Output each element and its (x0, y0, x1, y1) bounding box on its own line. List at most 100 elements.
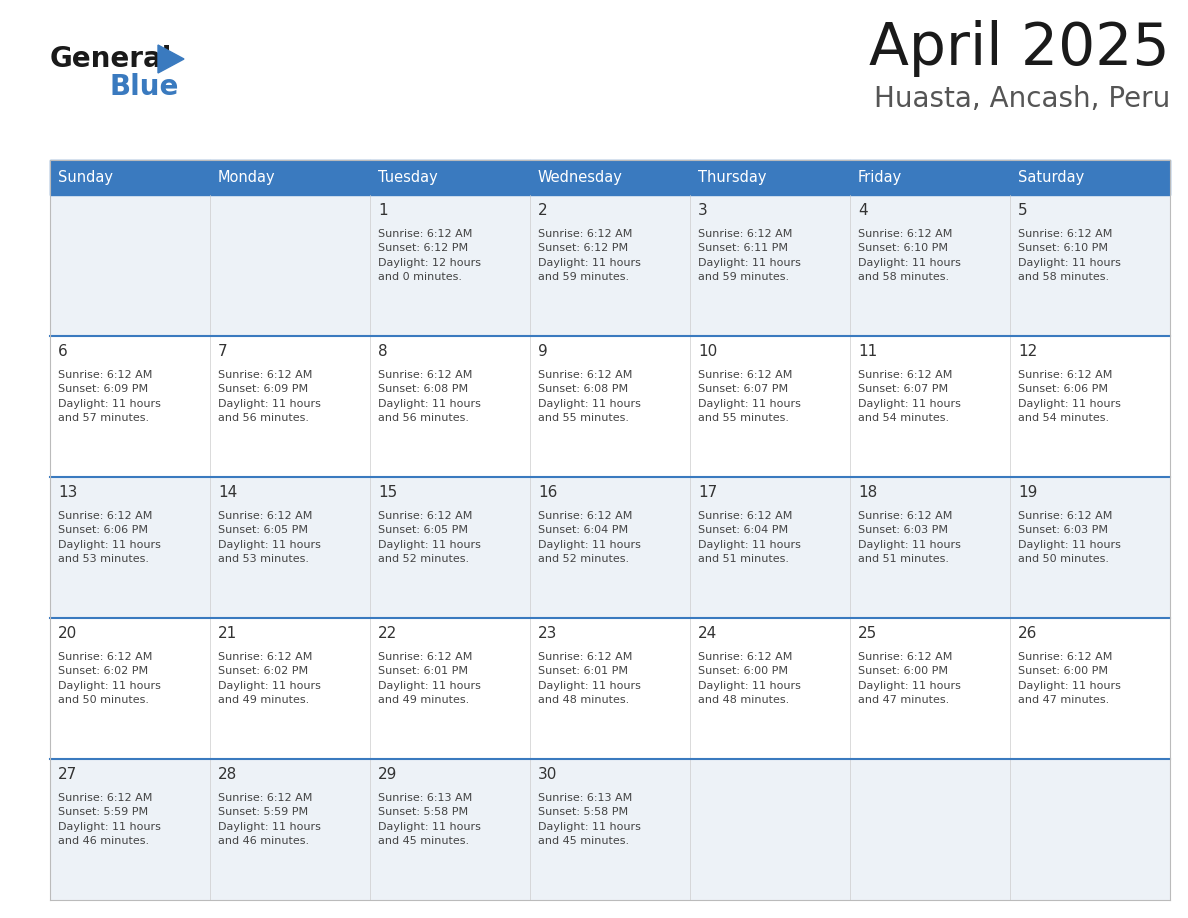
Text: 12: 12 (1018, 344, 1037, 360)
Text: 18: 18 (858, 486, 877, 500)
Text: Sunrise: 6:12 AM
Sunset: 6:01 PM
Daylight: 11 hours
and 48 minutes.: Sunrise: 6:12 AM Sunset: 6:01 PM Dayligh… (538, 652, 640, 705)
Text: 19: 19 (1018, 486, 1037, 500)
Text: Sunrise: 6:12 AM
Sunset: 6:01 PM
Daylight: 11 hours
and 49 minutes.: Sunrise: 6:12 AM Sunset: 6:01 PM Dayligh… (378, 652, 481, 705)
Text: 15: 15 (378, 486, 397, 500)
Text: 29: 29 (378, 767, 397, 782)
Bar (369, 477, 530, 618)
Text: Sunrise: 6:12 AM
Sunset: 5:59 PM
Daylight: 11 hours
and 46 minutes.: Sunrise: 6:12 AM Sunset: 5:59 PM Dayligh… (219, 793, 321, 846)
Bar (1010, 336, 1170, 477)
Bar (210, 195, 369, 336)
Text: 25: 25 (858, 626, 877, 642)
Bar (849, 618, 1010, 759)
Text: Sunrise: 6:12 AM
Sunset: 6:10 PM
Daylight: 11 hours
and 58 minutes.: Sunrise: 6:12 AM Sunset: 6:10 PM Dayligh… (1018, 229, 1120, 282)
Bar (530, 160, 690, 195)
Text: April 2025: April 2025 (870, 20, 1170, 77)
Text: Sunrise: 6:12 AM
Sunset: 6:11 PM
Daylight: 11 hours
and 59 minutes.: Sunrise: 6:12 AM Sunset: 6:11 PM Dayligh… (699, 229, 801, 282)
Text: 20: 20 (58, 626, 77, 642)
Text: 4: 4 (858, 204, 867, 218)
Text: 24: 24 (699, 626, 718, 642)
Bar (690, 477, 849, 618)
Text: Sunrise: 6:12 AM
Sunset: 6:00 PM
Daylight: 11 hours
and 48 minutes.: Sunrise: 6:12 AM Sunset: 6:00 PM Dayligh… (699, 652, 801, 705)
Text: 30: 30 (538, 767, 557, 782)
Text: Sunrise: 6:12 AM
Sunset: 6:09 PM
Daylight: 11 hours
and 57 minutes.: Sunrise: 6:12 AM Sunset: 6:09 PM Dayligh… (58, 370, 160, 423)
Bar (849, 195, 1010, 336)
Text: 16: 16 (538, 486, 557, 500)
Bar (369, 160, 530, 195)
Bar (530, 195, 690, 336)
Polygon shape (158, 45, 184, 73)
Text: Sunrise: 6:12 AM
Sunset: 6:08 PM
Daylight: 11 hours
and 56 minutes.: Sunrise: 6:12 AM Sunset: 6:08 PM Dayligh… (378, 370, 481, 423)
Text: 27: 27 (58, 767, 77, 782)
Bar (690, 759, 849, 900)
Bar (50, 336, 210, 477)
Bar (50, 160, 210, 195)
Text: 9: 9 (538, 344, 548, 360)
Text: Friday: Friday (858, 170, 902, 185)
Bar (210, 618, 369, 759)
Text: Sunrise: 6:12 AM
Sunset: 6:08 PM
Daylight: 11 hours
and 55 minutes.: Sunrise: 6:12 AM Sunset: 6:08 PM Dayligh… (538, 370, 640, 423)
Text: 10: 10 (699, 344, 718, 360)
Text: Sunrise: 6:13 AM
Sunset: 5:58 PM
Daylight: 11 hours
and 45 minutes.: Sunrise: 6:13 AM Sunset: 5:58 PM Dayligh… (538, 793, 640, 846)
Bar (690, 336, 849, 477)
Text: 1: 1 (378, 204, 387, 218)
Bar (50, 477, 210, 618)
Text: Huasta, Ancash, Peru: Huasta, Ancash, Peru (873, 85, 1170, 113)
Bar (1010, 160, 1170, 195)
Bar (369, 195, 530, 336)
Bar (369, 618, 530, 759)
Text: Sunrise: 6:12 AM
Sunset: 6:05 PM
Daylight: 11 hours
and 52 minutes.: Sunrise: 6:12 AM Sunset: 6:05 PM Dayligh… (378, 510, 481, 564)
Bar (50, 759, 210, 900)
Text: 22: 22 (378, 626, 397, 642)
Text: Blue: Blue (110, 73, 179, 101)
Bar (1010, 618, 1170, 759)
Text: 3: 3 (699, 204, 708, 218)
Bar (849, 759, 1010, 900)
Text: 8: 8 (378, 344, 387, 360)
Bar (210, 477, 369, 618)
Text: 2: 2 (538, 204, 548, 218)
Bar (690, 618, 849, 759)
Text: General: General (50, 45, 172, 73)
Bar (50, 195, 210, 336)
Text: Sunrise: 6:12 AM
Sunset: 5:59 PM
Daylight: 11 hours
and 46 minutes.: Sunrise: 6:12 AM Sunset: 5:59 PM Dayligh… (58, 793, 160, 846)
Text: Sunrise: 6:12 AM
Sunset: 6:03 PM
Daylight: 11 hours
and 50 minutes.: Sunrise: 6:12 AM Sunset: 6:03 PM Dayligh… (1018, 510, 1120, 564)
Text: 21: 21 (219, 626, 238, 642)
Text: Thursday: Thursday (699, 170, 766, 185)
Text: Sunrise: 6:12 AM
Sunset: 6:02 PM
Daylight: 11 hours
and 49 minutes.: Sunrise: 6:12 AM Sunset: 6:02 PM Dayligh… (219, 652, 321, 705)
Text: Wednesday: Wednesday (538, 170, 623, 185)
Text: 7: 7 (219, 344, 228, 360)
Text: Sunrise: 6:12 AM
Sunset: 6:04 PM
Daylight: 11 hours
and 52 minutes.: Sunrise: 6:12 AM Sunset: 6:04 PM Dayligh… (538, 510, 640, 564)
Text: 5: 5 (1018, 204, 1028, 218)
Text: Sunrise: 6:12 AM
Sunset: 6:07 PM
Daylight: 11 hours
and 55 minutes.: Sunrise: 6:12 AM Sunset: 6:07 PM Dayligh… (699, 370, 801, 423)
Text: Saturday: Saturday (1018, 170, 1085, 185)
Text: 11: 11 (858, 344, 877, 360)
Bar (369, 759, 530, 900)
Text: 23: 23 (538, 626, 557, 642)
Bar (849, 336, 1010, 477)
Bar (210, 160, 369, 195)
Text: Sunrise: 6:12 AM
Sunset: 6:12 PM
Daylight: 11 hours
and 59 minutes.: Sunrise: 6:12 AM Sunset: 6:12 PM Dayligh… (538, 229, 640, 282)
Bar (530, 759, 690, 900)
Text: Monday: Monday (219, 170, 276, 185)
Text: Sunday: Sunday (58, 170, 113, 185)
Text: Sunrise: 6:12 AM
Sunset: 6:06 PM
Daylight: 11 hours
and 54 minutes.: Sunrise: 6:12 AM Sunset: 6:06 PM Dayligh… (1018, 370, 1120, 423)
Text: 6: 6 (58, 344, 68, 360)
Bar (530, 477, 690, 618)
Text: Sunrise: 6:12 AM
Sunset: 6:05 PM
Daylight: 11 hours
and 53 minutes.: Sunrise: 6:12 AM Sunset: 6:05 PM Dayligh… (219, 510, 321, 564)
Bar (849, 160, 1010, 195)
Text: Sunrise: 6:12 AM
Sunset: 6:00 PM
Daylight: 11 hours
and 47 minutes.: Sunrise: 6:12 AM Sunset: 6:00 PM Dayligh… (858, 652, 961, 705)
Bar (690, 195, 849, 336)
Bar (530, 618, 690, 759)
Text: Sunrise: 6:12 AM
Sunset: 6:03 PM
Daylight: 11 hours
and 51 minutes.: Sunrise: 6:12 AM Sunset: 6:03 PM Dayligh… (858, 510, 961, 564)
Text: 26: 26 (1018, 626, 1037, 642)
Text: 28: 28 (219, 767, 238, 782)
Text: Sunrise: 6:12 AM
Sunset: 6:09 PM
Daylight: 11 hours
and 56 minutes.: Sunrise: 6:12 AM Sunset: 6:09 PM Dayligh… (219, 370, 321, 423)
Bar (690, 160, 849, 195)
Bar (50, 618, 210, 759)
Text: Sunrise: 6:12 AM
Sunset: 6:07 PM
Daylight: 11 hours
and 54 minutes.: Sunrise: 6:12 AM Sunset: 6:07 PM Dayligh… (858, 370, 961, 423)
Text: Sunrise: 6:13 AM
Sunset: 5:58 PM
Daylight: 11 hours
and 45 minutes.: Sunrise: 6:13 AM Sunset: 5:58 PM Dayligh… (378, 793, 481, 846)
Text: Sunrise: 6:12 AM
Sunset: 6:02 PM
Daylight: 11 hours
and 50 minutes.: Sunrise: 6:12 AM Sunset: 6:02 PM Dayligh… (58, 652, 160, 705)
Bar (530, 336, 690, 477)
Text: 14: 14 (219, 486, 238, 500)
Text: 17: 17 (699, 486, 718, 500)
